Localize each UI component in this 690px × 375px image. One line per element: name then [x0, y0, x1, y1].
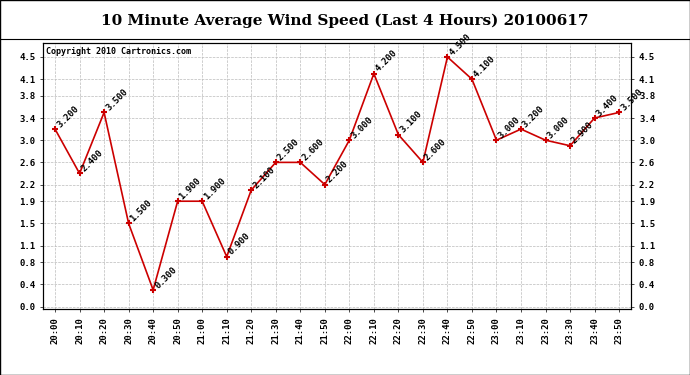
- Text: 3.100: 3.100: [398, 109, 424, 135]
- Text: 4.200: 4.200: [374, 48, 400, 74]
- Text: 0.900: 0.900: [227, 231, 252, 256]
- Text: 1.500: 1.500: [128, 198, 154, 223]
- Text: 3.000: 3.000: [546, 115, 571, 140]
- Text: 2.600: 2.600: [423, 137, 448, 162]
- Text: 3.500: 3.500: [619, 87, 644, 112]
- Text: 3.500: 3.500: [104, 87, 130, 112]
- Text: 3.400: 3.400: [595, 93, 620, 118]
- Text: 3.200: 3.200: [521, 104, 546, 129]
- Text: 2.200: 2.200: [325, 159, 350, 184]
- Text: 3.200: 3.200: [55, 104, 81, 129]
- Text: 10 Minute Average Wind Speed (Last 4 Hours) 20100617: 10 Minute Average Wind Speed (Last 4 Hou…: [101, 13, 589, 27]
- Text: 2.600: 2.600: [300, 137, 326, 162]
- Text: 4.100: 4.100: [472, 54, 497, 79]
- Text: 0.300: 0.300: [153, 265, 179, 290]
- Text: 2.500: 2.500: [276, 137, 301, 162]
- Text: 2.100: 2.100: [251, 165, 277, 190]
- Text: 1.900: 1.900: [177, 176, 203, 201]
- Text: 3.000: 3.000: [349, 115, 375, 140]
- Text: 3.000: 3.000: [497, 115, 522, 140]
- Text: 4.500: 4.500: [447, 32, 473, 57]
- Text: Copyright 2010 Cartronics.com: Copyright 2010 Cartronics.com: [46, 47, 190, 56]
- Text: 1.900: 1.900: [202, 176, 228, 201]
- Text: 2.900: 2.900: [570, 120, 595, 146]
- Text: 2.400: 2.400: [79, 148, 105, 174]
